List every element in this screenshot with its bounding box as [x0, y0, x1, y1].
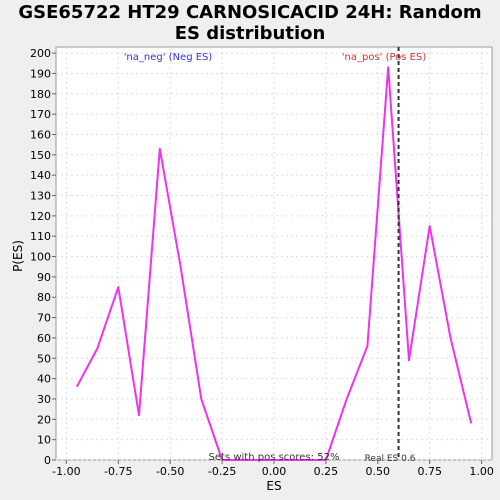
y-tick-label: 120 [30, 210, 51, 223]
series-line [75, 66, 473, 461]
y-axis-title: P(ES) [11, 240, 25, 272]
x-axis-ticks: -1.00 -0.75 -0.50 -0.25 0.00 0.25 0.50 0.75 1.00 [52, 460, 494, 478]
chart-title: GSE65722 HT29 CARNOSICACID 24H: Random E… [0, 2, 500, 44]
y-tick-label: 30 [37, 393, 51, 406]
y-tick-label: 110 [30, 230, 51, 243]
y-tick-label: 200 [30, 47, 51, 60]
x-axis-title: ES [266, 479, 281, 493]
y-tick-label: 190 [30, 67, 51, 80]
y-tick-label: 0 [44, 454, 51, 467]
real-es-label: Real ES 0.6 [365, 454, 416, 464]
y-tick-label: 150 [30, 149, 51, 162]
x-tick-label: -0.25 [208, 465, 236, 478]
y-tick-label: 70 [37, 312, 51, 325]
y-tick-label: 80 [37, 291, 51, 304]
y-tick-label: 180 [30, 88, 51, 101]
series-group [75, 66, 473, 461]
chart-title-line-1: GSE65722 HT29 CARNOSICACID 24H: Random [18, 2, 482, 23]
x-tick-label: -1.00 [52, 465, 80, 478]
y-tick-label: 50 [37, 352, 51, 365]
x-tick-label: -0.50 [156, 465, 184, 478]
neg-es-label: 'na_neg' (Neg ES) [124, 52, 213, 63]
y-tick-label: 130 [30, 190, 51, 203]
y-tick-label: 160 [30, 128, 51, 141]
pos-es-label: 'na_pos' (Pos ES) [342, 52, 427, 63]
x-tick-label: 0.25 [314, 465, 339, 478]
y-tick-label: 60 [37, 332, 51, 345]
x-tick-label: 0.00 [262, 465, 287, 478]
x-tick-label: -0.75 [104, 465, 132, 478]
y-tick-label: 140 [30, 169, 51, 182]
y-tick-label: 90 [37, 271, 51, 284]
y-tick-label: 10 [37, 434, 51, 447]
sets-pos-scores-label: Sets with pos scores: 52% [209, 452, 340, 463]
chart-title-line-2: ES distribution [174, 23, 326, 44]
x-tick-label: 0.75 [417, 465, 442, 478]
y-tick-label: 100 [30, 251, 51, 264]
y-tick-label: 170 [30, 108, 51, 121]
y-axis-ticks: 0 10 20 30 40 50 60 70 80 90 100 110 120 130 140 150 160… [30, 47, 56, 467]
y-tick-label: 40 [37, 373, 51, 386]
y-tick-label: 20 [37, 413, 51, 426]
x-tick-label: 0.50 [366, 465, 391, 478]
x-tick-label: 1.00 [469, 465, 494, 478]
gridlines [56, 47, 492, 461]
